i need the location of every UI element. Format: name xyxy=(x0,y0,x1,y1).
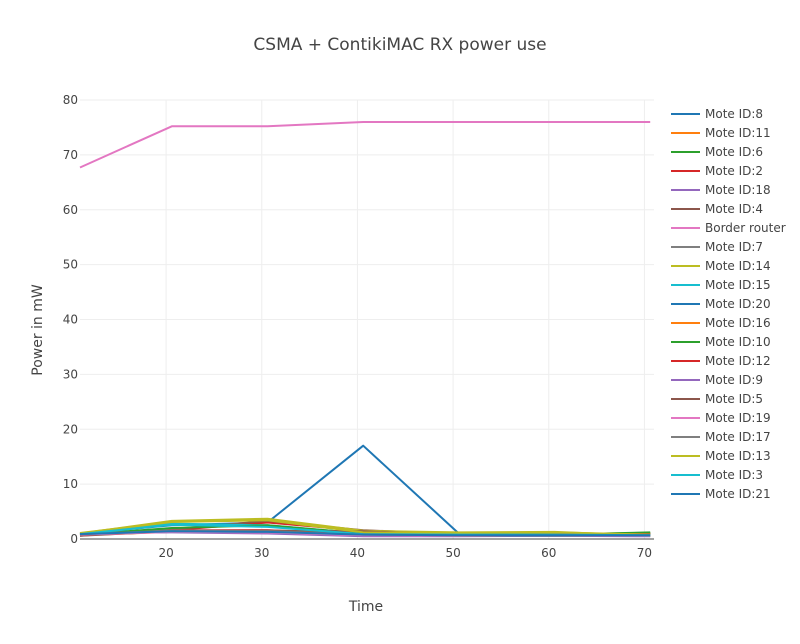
legend-item[interactable]: Mote ID:6 xyxy=(671,145,763,159)
legend-label: Mote ID:14 xyxy=(705,259,771,273)
legend-item[interactable]: Mote ID:15 xyxy=(671,278,771,292)
legend-item[interactable]: Mote ID:11 xyxy=(671,126,771,140)
legend-item[interactable]: Mote ID:12 xyxy=(671,354,771,368)
legend-item[interactable]: Mote ID:21 xyxy=(671,487,771,501)
y-tick-label: 0 xyxy=(70,532,78,546)
x-tick-label: 70 xyxy=(637,546,652,560)
legend-label: Mote ID:17 xyxy=(705,430,771,444)
y-tick-label: 30 xyxy=(63,367,78,381)
legend-item[interactable]: Border router xyxy=(671,221,786,235)
legend-label: Mote ID:6 xyxy=(705,145,763,159)
legend-item[interactable]: Mote ID:9 xyxy=(671,373,763,387)
legend-label: Mote ID:11 xyxy=(705,126,771,140)
series-line-6 xyxy=(79,121,651,169)
legend-label: Mote ID:3 xyxy=(705,468,763,482)
legend-label: Mote ID:21 xyxy=(705,487,771,501)
x-tick-label: 20 xyxy=(158,546,173,560)
legend-label: Mote ID:5 xyxy=(705,392,763,406)
x-tick-label: 40 xyxy=(350,546,365,560)
series-lines xyxy=(79,121,651,538)
legend-item[interactable]: Mote ID:8 xyxy=(671,107,763,121)
legend-label: Mote ID:13 xyxy=(705,449,771,463)
legend-label: Mote ID:16 xyxy=(705,316,771,330)
legend-label: Border router xyxy=(705,221,786,235)
legend-item[interactable]: Mote ID:2 xyxy=(671,164,763,178)
series-line-20 xyxy=(79,530,651,537)
y-tick-label: 40 xyxy=(63,313,78,327)
legend-item[interactable]: Mote ID:7 xyxy=(671,240,763,254)
x-tick-label: 30 xyxy=(254,546,269,560)
legend[interactable]: Mote ID:8 Mote ID:11 Mote ID:6 Mote ID:2 Mot… xyxy=(671,107,786,501)
y-tick-label: 10 xyxy=(63,477,78,491)
axes: 0 10 20 30 40 50 60 70 80 20 30 40 50 60 70 xyxy=(63,93,654,560)
x-tick-label: 50 xyxy=(445,546,460,560)
legend-item[interactable]: Mote ID:17 xyxy=(671,430,771,444)
legend-item[interactable]: Mote ID:5 xyxy=(671,392,763,406)
x-axis-title: Time xyxy=(348,599,383,615)
legend-item[interactable]: Mote ID:20 xyxy=(671,297,771,311)
legend-item[interactable]: Mote ID:14 xyxy=(671,259,771,273)
legend-item[interactable]: Mote ID:4 xyxy=(671,202,763,216)
legend-item[interactable]: Mote ID:13 xyxy=(671,449,771,463)
legend-label: Mote ID:20 xyxy=(705,297,771,311)
legend-label: Mote ID:18 xyxy=(705,183,771,197)
legend-label: Mote ID:12 xyxy=(705,354,771,368)
legend-label: Mote ID:15 xyxy=(705,278,771,292)
y-axis-title: Power in mW xyxy=(30,284,46,376)
y-tick-label: 50 xyxy=(63,258,78,272)
legend-label: Mote ID:10 xyxy=(705,335,771,349)
x-tick-label: 60 xyxy=(541,546,556,560)
y-tick-label: 60 xyxy=(63,203,78,217)
legend-label: Mote ID:7 xyxy=(705,240,763,254)
legend-label: Mote ID:2 xyxy=(705,164,763,178)
legend-item[interactable]: Mote ID:18 xyxy=(671,183,771,197)
series-line-18 xyxy=(79,519,651,536)
y-tick-label: 20 xyxy=(63,422,78,436)
legend-item[interactable]: Mote ID:3 xyxy=(671,468,763,482)
legend-item[interactable]: Mote ID:16 xyxy=(671,316,771,330)
legend-label: Mote ID:8 xyxy=(705,107,763,121)
legend-item[interactable]: Mote ID:19 xyxy=(671,411,771,425)
legend-label: Mote ID:4 xyxy=(705,202,763,216)
y-tick-label: 80 xyxy=(63,93,78,107)
grid xyxy=(80,99,654,539)
y-tick-label: 70 xyxy=(63,148,78,162)
legend-label: Mote ID:19 xyxy=(705,411,771,425)
legend-item[interactable]: Mote ID:10 xyxy=(671,335,771,349)
chart-title: CSMA + ContikiMAC RX power use xyxy=(253,35,546,55)
legend-label: Mote ID:9 xyxy=(705,373,763,387)
